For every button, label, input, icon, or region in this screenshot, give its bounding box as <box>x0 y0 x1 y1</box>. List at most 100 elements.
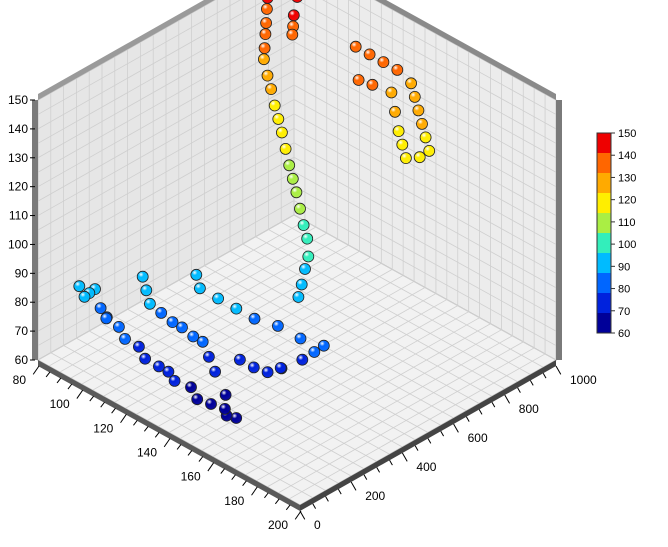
data-point <box>279 142 292 155</box>
left-wall-gridline <box>37 214 295 361</box>
data-point <box>292 0 303 3</box>
x-axis-tick-label: 120 <box>93 421 113 435</box>
data-point <box>396 138 409 151</box>
y-axis-tick <box>401 452 408 462</box>
left-wall-outer-edge <box>32 100 38 360</box>
x-axis-tick <box>264 492 269 499</box>
axis-labels: 60 70 80 90 100 110 120 130 140 150 80 100 120 140 160… <box>8 93 597 532</box>
left-wall-gridline <box>37 113 295 260</box>
x-axis-tick <box>231 474 236 480</box>
right-wall-gridline <box>293 26 557 173</box>
data-point <box>299 263 311 275</box>
data-point <box>413 151 426 164</box>
data-point <box>261 69 274 82</box>
right-wall-gridline <box>293 99 557 245</box>
y-axis-tick-label: 200 <box>365 489 385 503</box>
z-axis-tick-label: 80 <box>15 295 29 309</box>
data-point <box>416 118 428 130</box>
x-axis-tick <box>89 395 94 402</box>
data-point <box>290 186 303 199</box>
x-axis-tick <box>32 365 40 375</box>
data-point <box>247 361 260 374</box>
floor-gridline <box>76 337 339 484</box>
data-point <box>218 402 231 415</box>
x-axis-tick-label: 160 <box>181 470 201 484</box>
color-bar-segment <box>597 313 611 333</box>
data-point <box>286 28 299 41</box>
x-axis-tick-label: 200 <box>268 518 288 532</box>
data-point <box>233 353 246 366</box>
data-point <box>140 284 153 297</box>
data-point <box>294 202 306 215</box>
left-wall-gridline <box>37 99 295 245</box>
data-point <box>419 131 432 144</box>
left-wall-gridline <box>37 55 295 202</box>
color-bar-segment <box>597 173 611 193</box>
x-axis-tick <box>163 438 171 448</box>
x-axis-tick <box>274 498 280 505</box>
floor-gridline <box>204 265 467 412</box>
data-point <box>294 332 307 345</box>
right-wall-gridline <box>293 113 557 260</box>
y-axis-tick-label: 800 <box>519 402 539 416</box>
x-axis-tick-label: 140 <box>137 446 157 460</box>
data-point <box>295 278 308 291</box>
data-point <box>392 125 405 138</box>
y-axis-tick <box>376 467 381 473</box>
floor-gridline <box>127 308 390 455</box>
data-point <box>187 330 200 343</box>
z-axis-tick-label: 60 <box>15 353 29 367</box>
data-point <box>219 388 232 401</box>
right-wall-gridline <box>348 0 557 115</box>
color-bar-tick-label: 70 <box>618 306 630 318</box>
y-axis-tick <box>414 445 419 451</box>
x-axis-tick <box>251 486 258 496</box>
y-axis-tick-label: 400 <box>416 460 436 474</box>
left-wall-gridline <box>37 185 295 332</box>
floor-gridline <box>242 243 505 390</box>
x-axis-tick <box>207 462 215 472</box>
color-bar-segment <box>597 153 611 173</box>
data-point <box>385 86 398 99</box>
data-point <box>296 353 309 366</box>
y-axis-tick-label: 600 <box>468 431 488 445</box>
color-bar-frame <box>596 132 612 334</box>
left-wall-gridline <box>37 127 295 274</box>
floor-gridline <box>281 221 544 368</box>
data-point <box>73 280 86 293</box>
x-axis-tick <box>198 456 204 462</box>
data-point <box>363 48 376 61</box>
right-wall-top-edge <box>375 0 556 100</box>
data-point <box>377 56 390 68</box>
left-wall-gridline <box>37 70 295 216</box>
x-axis-tick <box>45 371 51 378</box>
data-point <box>100 312 113 325</box>
data-point <box>308 346 321 358</box>
z-axis-tick-label: 150 <box>8 93 28 107</box>
color-bar-segment <box>597 273 611 293</box>
data-point <box>408 91 421 103</box>
x-axis-tick-label: 80 <box>13 373 27 387</box>
data-point <box>423 144 436 157</box>
right-wall-gridline <box>293 142 557 289</box>
z-axis-tick-label: 140 <box>8 122 28 136</box>
color-bar-segment <box>597 233 611 253</box>
data-point <box>261 366 274 379</box>
left-wall-gridline <box>37 0 241 115</box>
data-point <box>412 104 425 117</box>
data-point <box>268 99 281 112</box>
floor-gridline <box>255 236 518 383</box>
data-point <box>196 335 209 348</box>
right-wall-outer-edge <box>556 100 562 360</box>
color-bar-tick-label: 90 <box>618 261 630 273</box>
data-point <box>94 302 107 315</box>
y-axis-tick <box>504 394 511 404</box>
data-point <box>190 268 203 281</box>
data-point <box>297 219 310 232</box>
x-axis-tick <box>176 444 182 450</box>
color-bar-tick-label: 120 <box>618 195 636 207</box>
left-wall-gridline <box>37 200 295 346</box>
y-axis-tick <box>389 460 393 466</box>
color-bar-tick-label: 100 <box>618 239 636 251</box>
